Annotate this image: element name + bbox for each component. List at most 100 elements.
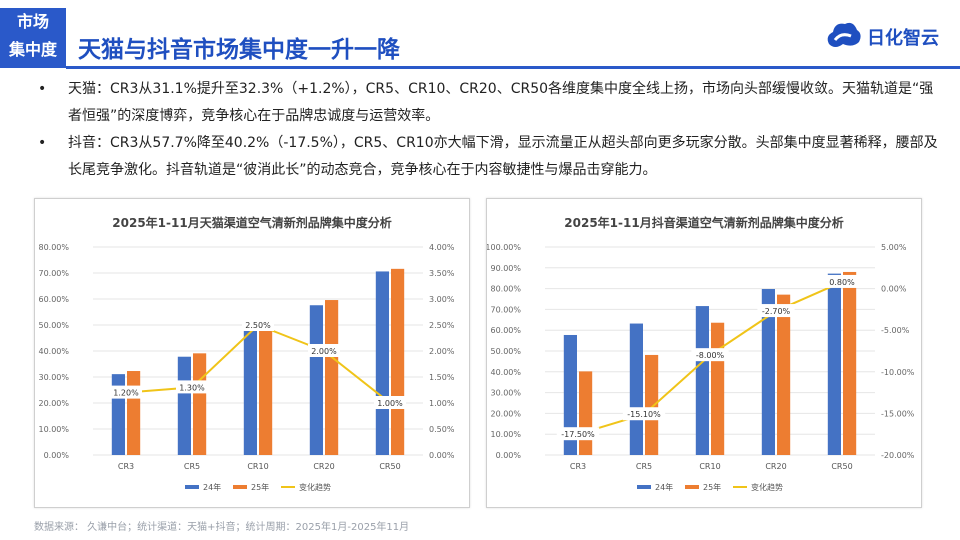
bar-24: [827, 273, 841, 455]
bullet-dot-icon: •: [38, 81, 47, 97]
bar-24: [309, 305, 323, 455]
y-tick-label: 100.00%: [487, 243, 521, 252]
y-tick-label: 10.00%: [38, 425, 69, 434]
x-tick-label: CR5: [184, 462, 200, 471]
y-tick-label: 50.00%: [490, 347, 521, 356]
trend-label-bg: [176, 380, 208, 394]
y-tick-label: 30.00%: [38, 373, 69, 382]
trend-data-label: 2.00%: [311, 347, 337, 356]
y-tick-label: 20.00%: [490, 409, 521, 418]
section-tag: 市场 集中度: [0, 8, 66, 68]
y2-tick-label: 0.00%: [429, 451, 455, 460]
brand-logo: 日化智云: [823, 18, 953, 54]
y-tick-label: 60.00%: [38, 295, 69, 304]
bar-24: [375, 271, 389, 455]
legend-swatch: [685, 485, 699, 489]
x-tick-label: CR50: [379, 462, 400, 471]
tmall-chart-panel: 2025年1-11月天猫渠道空气清新剂品牌集中度分析 0.00% 10.00% 20.…: [34, 198, 470, 508]
cloud-logo-icon: [827, 22, 861, 47]
trend-data-label: -2.70%: [762, 307, 791, 316]
bullet-tmall: • 天猫：CR3从31.1%提升至32.3%（+1.2%），CR5、CR10、C…: [32, 76, 947, 130]
y-tick-label: 0.00%: [44, 451, 70, 460]
legend-swatch: [185, 485, 199, 489]
legend-label: 变化趋势: [751, 482, 783, 492]
y-tick-label: 10.00%: [490, 430, 521, 439]
y2-tick-label: 2.00%: [429, 347, 455, 356]
x-tick-label: CR3: [570, 462, 586, 471]
bar-24: [563, 334, 577, 455]
bullet-dot-icon: •: [38, 135, 47, 151]
y-tick-label: 90.00%: [490, 264, 521, 273]
y2-tick-label: 0.00%: [881, 285, 907, 294]
trend-label-bg: [691, 348, 729, 362]
bar-25: [259, 322, 273, 455]
trend-data-label: 1.30%: [179, 383, 205, 392]
y2-tick-label: -10.00%: [881, 368, 915, 377]
bar-25: [711, 322, 725, 455]
section-tag-line1: 市场: [16, 12, 49, 31]
trend-data-label: -8.00%: [696, 351, 725, 360]
bar-25: [391, 268, 405, 455]
y-tick-label: 50.00%: [38, 321, 69, 330]
y2-tick-label: 5.00%: [881, 243, 907, 252]
y2-tick-label: 1.00%: [429, 399, 455, 408]
page-title: 天猫与抖音市场集中度一升一降: [78, 37, 400, 63]
bar-25: [579, 371, 593, 455]
y-tick-label: 30.00%: [490, 389, 521, 398]
y2-tick-label: -5.00%: [881, 326, 910, 335]
tmall-concentration-chart: 2025年1-11月天猫渠道空气清新剂品牌集中度分析 0.00% 10.00% 20.…: [38, 215, 455, 492]
trend-data-label: -17.50%: [561, 430, 595, 439]
bar-24: [629, 323, 643, 455]
trend-label-bg: [242, 318, 274, 331]
bar-24: [243, 329, 257, 455]
y2-tick-label: 0.50%: [429, 425, 455, 434]
x-tick-label: CR20: [313, 462, 334, 471]
bar-24: [761, 289, 775, 455]
y-tick-label: 20.00%: [38, 399, 69, 408]
logo-text: 日化智云: [867, 28, 939, 49]
y-tick-label: 80.00%: [490, 285, 521, 294]
y-tick-label: 40.00%: [490, 368, 521, 377]
section-tag-line2: 集中度: [8, 40, 57, 59]
legend-label: 25年: [703, 482, 721, 492]
y2-tick-label: -20.00%: [881, 451, 915, 460]
bar-24: [177, 356, 191, 455]
trend-label-bg: [556, 427, 600, 441]
legend-swatch: [637, 485, 651, 489]
bullet-douyin: • 抖音：CR3从57.7%降至40.2%（-17.5%），CR5、CR10亦大…: [32, 130, 947, 184]
bar-25: [325, 300, 339, 455]
bar-25: [843, 271, 857, 455]
trend-data-label: 0.80%: [829, 278, 855, 287]
chart-title: 2025年1-11月抖音渠道空气清新剂品牌集中度分析: [564, 215, 843, 230]
trend-line: [125, 323, 391, 404]
y2-tick-label: 1.50%: [429, 373, 455, 382]
douyin-concentration-chart: 2025年1-11月抖音渠道空气清新剂品牌集中度分析 0.00% 10.00% 20.…: [485, 215, 915, 492]
y2-tick-label: 3.00%: [429, 295, 455, 304]
x-tick-label: CR20: [765, 462, 786, 471]
y-tick-label: 70.00%: [490, 305, 521, 314]
legend-swatch: [233, 485, 247, 489]
douyin-chart-panel: 2025年1-11月抖音渠道空气清新剂品牌集中度分析 0.00% 10.00% 20.…: [485, 198, 922, 508]
y-tick-label: 60.00%: [490, 326, 521, 335]
data-source-note: 数据来源： 久谦中台；统计渠道：天猫+抖音；统计周期：2025年1月-2025年…: [34, 522, 410, 533]
bullet-list: • 天猫：CR3从31.1%提升至32.3%（+1.2%），CR5、CR10、C…: [32, 76, 947, 184]
y-tick-label: 80.00%: [38, 243, 69, 252]
bar-25: [127, 371, 141, 455]
legend-label: 24年: [203, 482, 221, 492]
trend-data-label: 1.00%: [377, 399, 403, 408]
chart-title: 2025年1-11月天猫渠道空气清新剂品牌集中度分析: [112, 215, 391, 230]
y-tick-label: 0.00%: [496, 451, 522, 460]
y-tick-label: 70.00%: [38, 269, 69, 278]
x-tick-label: CR3: [118, 462, 134, 471]
x-tick-label: CR10: [699, 462, 720, 471]
y2-tick-label: 4.00%: [429, 243, 455, 252]
trend-label-bg: [622, 407, 666, 421]
trend-label-bg: [826, 274, 858, 288]
trend-label-bg: [308, 344, 340, 357]
y-tick-label: 40.00%: [38, 347, 69, 356]
trend-data-label: 2.50%: [245, 321, 271, 330]
y2-tick-label: -15.00%: [881, 409, 915, 418]
x-tick-label: CR5: [636, 462, 652, 471]
bullet-text: 抖音：CR3从57.7%降至40.2%（-17.5%），CR5、CR10亦大幅下…: [68, 135, 938, 178]
bar-25: [645, 354, 659, 455]
